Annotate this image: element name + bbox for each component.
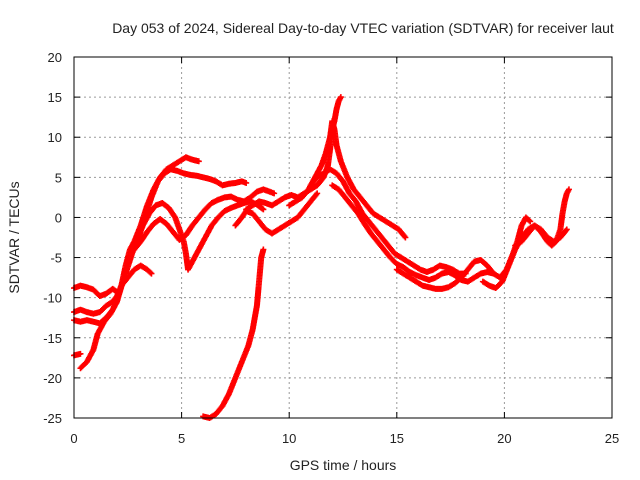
data-point [526,217,533,224]
y-tick-label: -25 [43,411,62,426]
data-point [243,179,250,186]
y-tick-label: -20 [43,371,62,386]
series-track-k [286,118,409,241]
data-point [148,270,155,277]
data-point [271,190,278,197]
data-point [562,227,569,234]
chart-title: Day 053 of 2024, Sidereal Day-to-day VTE… [112,20,614,36]
data-series [71,94,572,421]
grid [74,57,612,418]
series-track-m [329,182,497,285]
series-track-g [131,186,278,253]
data-point [147,269,154,276]
y-tick-label: 0 [55,210,62,225]
series-track-f [126,198,267,273]
y-tick-label: 15 [48,90,62,105]
axis-ticks: 0 5 10 15 20 25 20 15 10 5 0 -5 -10 -15 -20 -25 [43,50,619,446]
y-tick-label: -5 [50,251,62,266]
series-track-c [71,282,121,300]
x-tick-label: 25 [605,431,619,446]
x-tick-label: 10 [282,431,296,446]
series-track-a [71,350,84,359]
data-point [402,234,409,241]
y-tick-label: 10 [48,130,62,145]
x-tick-label: 0 [70,431,77,446]
y-tick-label: 20 [48,50,62,65]
data-point [259,205,266,212]
y-tick-label: 5 [55,170,62,185]
y-tick-label: -10 [43,291,62,306]
data-point [337,94,344,101]
data-point [565,186,572,193]
data-point [313,191,320,198]
series-track-h [200,246,267,421]
data-point [563,226,570,233]
data-point [195,158,202,165]
series-track-e [71,166,250,327]
y-tick-label: -15 [43,331,62,346]
x-tick-label: 5 [178,431,185,446]
series-track-d [71,262,155,317]
data-point [314,190,321,197]
data-point [260,206,267,213]
x-tick-label: 15 [390,431,404,446]
y-axis-label: SDTVAR / TECUs [6,181,22,293]
series-track-i [232,190,321,237]
series-track-b [77,154,202,372]
series-track-p [512,186,572,249]
x-tick-label: 20 [497,431,511,446]
data-point [401,233,408,240]
data-point [77,350,84,357]
data-point [260,246,267,253]
data-point [527,218,534,225]
x-axis-label: GPS time / hours [290,457,397,473]
plot-frame [73,56,613,419]
